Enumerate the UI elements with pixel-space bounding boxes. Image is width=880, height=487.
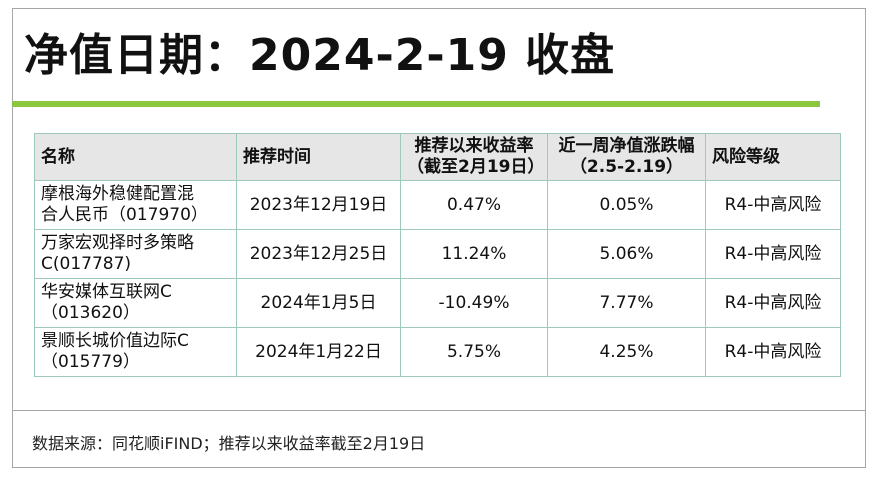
fund-name-cell: 摩根海外稳健配置混 合人民币（017970） xyxy=(34,180,237,230)
fund-table: 名称 推荐时间 推荐以来收益率 （截至2月19日） 近一周净值涨跌幅 （2.5-… xyxy=(34,133,841,377)
header-return-line2: （截至2月19日） xyxy=(407,157,545,177)
return-cell: -10.49% xyxy=(400,278,548,328)
header-week-line1: 近一周净值涨跌幅 xyxy=(558,136,695,156)
fund-name-cell: 华安媒体互联网C （013620） xyxy=(34,278,237,328)
fund-name-line1: 华安媒体互联网C xyxy=(41,282,172,302)
fund-name-line1: 景顺长城价值边际C xyxy=(41,331,189,351)
header-risk: 风险等级 xyxy=(705,133,841,181)
header-rec-time: 推荐时间 xyxy=(236,133,401,181)
rec-time-cell: 2024年1月22日 xyxy=(236,327,401,377)
fund-name-line1: 万家宏观择时多策略 xyxy=(41,233,194,253)
table-row: 万家宏观择时多策略 C(017787) 2023年12月25日 11.24% 5… xyxy=(34,229,841,279)
week-change-cell: 0.05% xyxy=(547,180,706,230)
week-change-cell: 4.25% xyxy=(547,327,706,377)
table-row: 华安媒体互联网C （013620） 2024年1月5日 -10.49% 7.77… xyxy=(34,278,841,328)
fund-name-line2: （015779） xyxy=(41,352,140,372)
return-cell: 11.24% xyxy=(400,229,548,279)
return-cell: 5.75% xyxy=(400,327,548,377)
table-row: 摩根海外稳健配置混 合人民币（017970） 2023年12月19日 0.47%… xyxy=(34,180,841,230)
footer-divider xyxy=(12,410,866,411)
header-return-line1: 推荐以来收益率 xyxy=(414,136,534,156)
risk-cell: R4-中高风险 xyxy=(705,278,841,328)
risk-cell: R4-中高风险 xyxy=(705,327,841,377)
rec-time-cell: 2024年1月5日 xyxy=(236,278,401,328)
fund-name-line1: 摩根海外稳健配置混 xyxy=(41,184,194,204)
header-return: 推荐以来收益率 （截至2月19日） xyxy=(400,133,548,181)
header-week-line2: （2.5-2.19） xyxy=(569,157,684,177)
header-week-change: 近一周净值涨跌幅 （2.5-2.19） xyxy=(547,133,706,181)
fund-name-cell: 景顺长城价值边际C （015779） xyxy=(34,327,237,377)
fund-name-line2: （013620） xyxy=(41,303,140,323)
title-underline xyxy=(12,101,820,107)
fund-name-cell: 万家宏观择时多策略 C(017787) xyxy=(34,229,237,279)
header-name: 名称 xyxy=(34,133,237,181)
source-note: 数据来源：同花顺iFIND；推荐以来收益率截至2月19日 xyxy=(32,434,426,453)
fund-name-line2: C(017787) xyxy=(41,254,132,274)
table-row: 景顺长城价值边际C （015779） 2024年1月22日 5.75% 4.25… xyxy=(34,327,841,377)
return-cell: 0.47% xyxy=(400,180,548,230)
table-header-row: 名称 推荐时间 推荐以来收益率 （截至2月19日） 近一周净值涨跌幅 （2.5-… xyxy=(34,133,841,181)
fund-name-line2: 合人民币（017970） xyxy=(41,205,208,225)
rec-time-cell: 2023年12月25日 xyxy=(236,229,401,279)
risk-cell: R4-中高风险 xyxy=(705,180,841,230)
week-change-cell: 7.77% xyxy=(547,278,706,328)
risk-cell: R4-中高风险 xyxy=(705,229,841,279)
page-title: 净值日期：2024-2-19 收盘 xyxy=(24,30,616,81)
rec-time-cell: 2023年12月19日 xyxy=(236,180,401,230)
week-change-cell: 5.06% xyxy=(547,229,706,279)
